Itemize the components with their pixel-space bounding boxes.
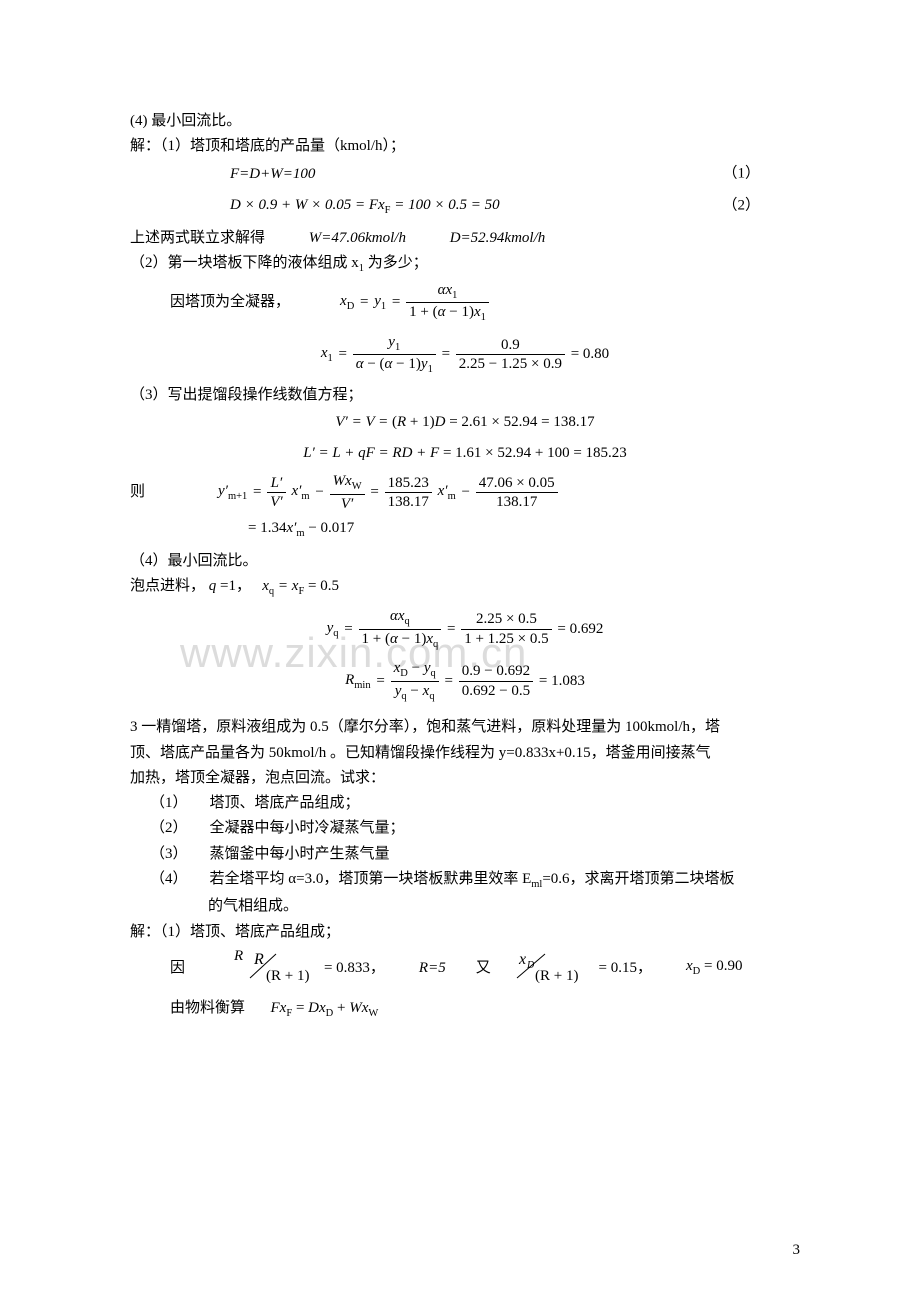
equation: 因 R R (R + 1) = 0.833 ， R=5 又 xyxy=(130,948,800,989)
text-line: 解：（1）塔顶和塔底的产品量（kmol/h）； xyxy=(130,135,800,158)
fraction-divider-icon: R (R + 1) xyxy=(248,950,318,986)
text-line: 3 一精馏塔，原料液组成为 0.5（摩尔分率），饱和蒸气进料，原料处理量为 10… xyxy=(130,716,800,739)
equation: 则 y′m+1 = L′V′ x′m − WxWV′ = 185.23138.1… xyxy=(130,473,800,512)
text-line: （2）第一块塔板下降的液体组成 x1 为多少； xyxy=(130,252,800,277)
equation: = 1.34x′m − 0.017 xyxy=(130,517,800,542)
list-item: （2）全凝器中每小时冷凝蒸气量； xyxy=(130,817,800,840)
svg-text:x: x xyxy=(518,951,526,968)
svg-text:(R + 1): (R + 1) xyxy=(535,968,578,984)
equation: D × 0.9 + W × 0.05 = FxF = 100 × 0.5 = 5… xyxy=(130,194,800,219)
text-line: (4) 最小回流比。 xyxy=(130,110,800,133)
equation: yq = αxq 1 + (α − 1)xq = 2.25 × 0.51 + 1… xyxy=(130,608,800,650)
svg-text:(R + 1): (R + 1) xyxy=(266,968,309,984)
text-line: （4）最小回流比。 xyxy=(130,550,800,573)
equation: Rmin = xD − yq yq − xq = 0.9 − 0.6920.69… xyxy=(130,660,800,702)
text-line: 加热，塔顶全凝器，泡点回流。试求： xyxy=(130,767,800,790)
equation: x1 = y1 α − (α − 1)y1 = 0.9 2.25 − 1.25 … xyxy=(130,334,800,376)
page-number: 3 xyxy=(793,1239,801,1262)
text-line: 的气相组成。 xyxy=(130,895,800,918)
text-line: 由物料衡算 FxF = DxD + WxW xyxy=(130,997,800,1022)
equation: 因塔顶为全凝器， xD = y1 = αx1 1 + (α − 1)x1 xyxy=(130,282,800,324)
list-item: （1）塔顶、塔底产品组成； xyxy=(130,792,800,815)
equation: F=D+W=100 （1） xyxy=(130,163,800,186)
text-line: （3）写出提馏段操作线数值方程； xyxy=(130,384,800,407)
text-line: 顶、塔底产品量各为 50kmol/h 。已知精馏段操作线程为 y=0.833x+… xyxy=(130,742,800,765)
text-line: 泡点进料， q =1， xq = xF = 0.5 xyxy=(130,575,800,600)
text-line: 解：（1）塔顶、塔底产品组成； xyxy=(130,921,800,944)
fraction-divider-icon: x D (R + 1) xyxy=(515,950,595,986)
equation: V′ = V = (R + 1)D = 2.61 × 52.94 = 138.1… xyxy=(130,411,800,434)
svg-text:R: R xyxy=(253,951,264,968)
text-line: 上述两式联立求解得 W=47.06kmol/h D=52.94kmol/h xyxy=(130,227,800,250)
text-label: 因塔顶为全凝器， xyxy=(170,291,290,314)
equation: L′ = L + qF = RD + F = 1.61 × 52.94 + 10… xyxy=(130,442,800,465)
text-label: 则 xyxy=(130,481,218,504)
list-item: （4）若全塔平均 α=3.0，塔顶第一块塔板默弗里效率 Eml=0.6，求离开塔… xyxy=(130,868,800,893)
list-item: （3）蒸馏釜中每小时产生蒸气量 xyxy=(130,843,800,866)
